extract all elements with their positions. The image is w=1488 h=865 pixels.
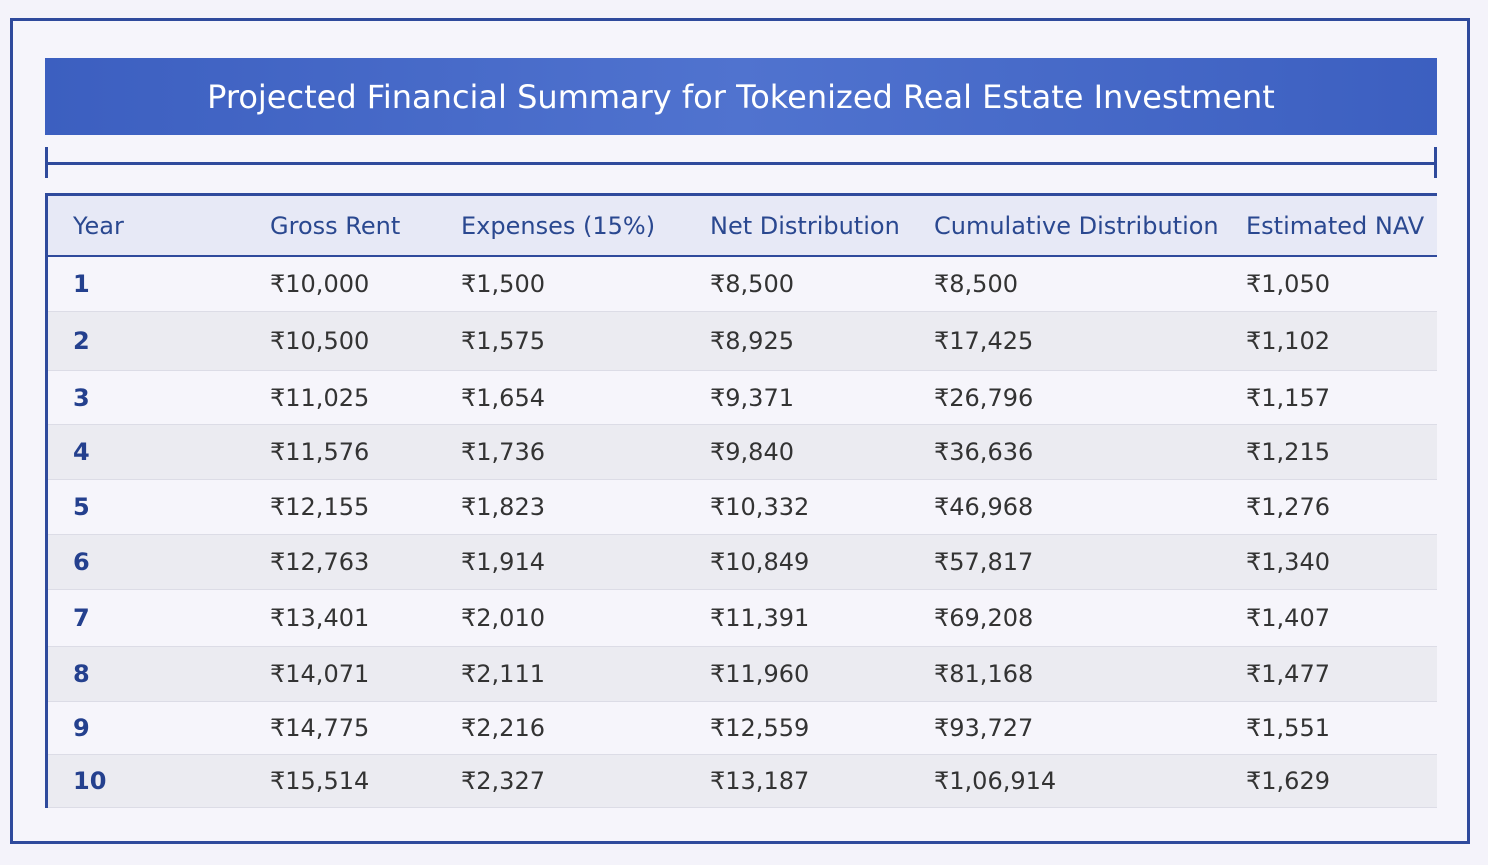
value-cell: ₹8,500 — [934, 270, 1018, 298]
value-cell: ₹17,425 — [934, 327, 1034, 355]
table-row: 5 ₹12,155 ₹1,823 ₹10,332 ₹46,968 ₹1,276 — [48, 480, 1437, 535]
year-cell: 7 — [73, 604, 90, 632]
value-cell: ₹1,276 — [1246, 493, 1330, 521]
value-cell: ₹36,636 — [934, 438, 1034, 466]
value-cell: ₹9,371 — [710, 383, 794, 412]
value-cell: ₹57,817 — [934, 548, 1034, 576]
title-banner: Projected Financial Summary for Tokenize… — [45, 58, 1437, 135]
value-cell: ₹1,823 — [461, 493, 545, 521]
value-cell: ₹13,187 — [710, 767, 810, 795]
value-cell: ₹1,575 — [461, 327, 545, 355]
divider — [47, 162, 1435, 165]
value-cell: ₹12,155 — [270, 493, 370, 521]
value-cell: ₹1,215 — [1246, 438, 1330, 466]
value-cell: ₹1,06,914 — [934, 767, 1057, 795]
header-cell: Cumulative Distribution — [934, 211, 1219, 240]
year-cell: 6 — [73, 548, 90, 576]
value-cell: ₹81,168 — [934, 660, 1034, 688]
value-cell: ₹1,914 — [461, 548, 545, 576]
value-cell: ₹2,327 — [461, 767, 545, 795]
value-cell: ₹10,000 — [270, 270, 370, 298]
value-cell: ₹14,775 — [270, 714, 370, 742]
value-cell: ₹1,407 — [1246, 604, 1330, 632]
year-cell: 4 — [73, 438, 90, 466]
table-row: 9 ₹14,775 ₹2,216 ₹12,559 ₹93,727 ₹1,551 — [48, 702, 1437, 755]
header-cell: Gross Rent — [270, 211, 401, 240]
value-cell: ₹1,629 — [1246, 767, 1330, 795]
header-cell: Net Distribution — [710, 211, 900, 240]
value-cell: ₹46,968 — [934, 493, 1034, 521]
header-row: Year Gross Rent Expenses (15%) Net Distribu… — [48, 196, 1437, 257]
value-cell: ₹15,514 — [270, 767, 370, 795]
table-row: 7 ₹13,401 ₹2,010 ₹11,391 ₹69,208 ₹1,407 — [48, 590, 1437, 647]
value-cell: ₹1,157 — [1246, 383, 1330, 412]
table-row: 3 ₹11,025 ₹1,654 ₹9,371 ₹26,796 ₹1,157 — [48, 371, 1437, 425]
value-cell: ₹1,736 — [461, 438, 545, 466]
value-cell: ₹2,010 — [461, 604, 545, 632]
table-row: 6 ₹12,763 ₹1,914 ₹10,849 ₹57,817 ₹1,340 — [48, 535, 1437, 590]
value-cell: ₹69,208 — [934, 604, 1034, 632]
value-cell: ₹1,477 — [1246, 660, 1330, 688]
value-cell: ₹10,849 — [710, 548, 810, 576]
value-cell: ₹10,332 — [710, 493, 810, 521]
value-cell: ₹10,500 — [270, 327, 370, 355]
value-cell: ₹9,840 — [710, 438, 794, 466]
value-cell: ₹13,401 — [270, 604, 370, 632]
year-cell: 5 — [73, 493, 90, 521]
header-cell: Expenses (15%) — [461, 211, 656, 240]
year-cell: 10 — [73, 767, 107, 795]
year-cell: 8 — [73, 660, 90, 688]
value-cell: ₹11,960 — [710, 660, 810, 688]
year-cell: 9 — [73, 714, 90, 742]
year-cell: 1 — [73, 270, 90, 298]
header-cell: Year — [73, 211, 124, 240]
value-cell: ₹12,559 — [710, 714, 810, 742]
header-cell: Estimated NAV — [1246, 211, 1425, 240]
table-row: 8 ₹14,071 ₹2,111 ₹11,960 ₹81,168 ₹1,477 — [48, 647, 1437, 702]
value-cell: ₹1,340 — [1246, 548, 1330, 576]
value-cell: ₹93,727 — [934, 714, 1034, 742]
value-cell: ₹2,111 — [461, 660, 545, 688]
value-cell: ₹1,654 — [461, 383, 545, 412]
value-cell: ₹1,102 — [1246, 327, 1330, 355]
table-row: 4 ₹11,576 ₹1,736 ₹9,840 ₹36,636 ₹1,215 — [48, 425, 1437, 480]
year-cell: 3 — [73, 383, 90, 412]
divider-cap — [45, 147, 48, 178]
value-cell: ₹14,071 — [270, 660, 370, 688]
title: Projected Financial Summary for Tokenize… — [207, 77, 1275, 116]
year-cell: 2 — [73, 327, 90, 355]
value-cell: ₹11,391 — [710, 604, 810, 632]
divider-cap — [1434, 147, 1437, 178]
value-cell: ₹11,025 — [270, 383, 370, 412]
table: Year Gross Rent Expenses (15%) Net Distribu… — [45, 193, 1437, 808]
value-cell: ₹1,050 — [1246, 270, 1330, 298]
value-cell: ₹8,925 — [710, 327, 794, 355]
value-cell: ₹12,763 — [270, 548, 370, 576]
table-row: 1 ₹10,000 ₹1,500 ₹8,500 ₹8,500 ₹1,050 — [48, 257, 1437, 312]
table-row: 10 ₹15,514 ₹2,327 ₹13,187 ₹1,06,914 ₹1,629 — [48, 755, 1437, 808]
value-cell: ₹8,500 — [710, 270, 794, 298]
value-cell: ₹26,796 — [934, 383, 1034, 412]
table-row: 2 ₹10,500 ₹1,575 ₹8,925 ₹17,425 ₹1,102 — [48, 312, 1437, 371]
value-cell: ₹2,216 — [461, 714, 545, 742]
value-cell: ₹1,500 — [461, 270, 545, 298]
value-cell: ₹11,576 — [270, 438, 370, 466]
value-cell: ₹1,551 — [1246, 714, 1330, 742]
